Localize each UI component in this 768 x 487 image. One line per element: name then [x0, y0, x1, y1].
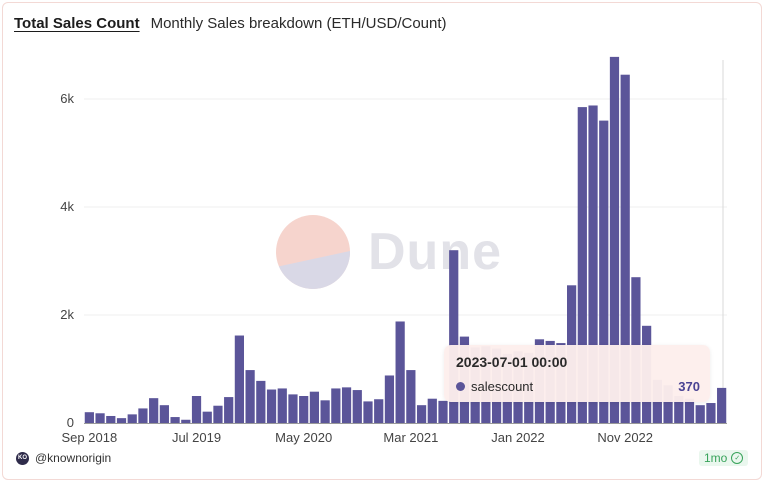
bar — [609, 56, 620, 423]
bar — [277, 388, 287, 423]
bar — [288, 394, 298, 423]
bar — [170, 417, 180, 423]
y-tick-label: 0 — [67, 415, 74, 430]
author-link[interactable]: KO @knownorigin — [16, 451, 111, 465]
bar — [599, 120, 609, 423]
chart-title[interactable]: Total Sales Count — [14, 15, 140, 32]
bar — [663, 385, 673, 423]
x-tick-label: Jul 2019 — [172, 430, 221, 445]
y-tick-label: 4k — [60, 199, 74, 214]
bar — [674, 396, 684, 423]
bar — [406, 370, 416, 423]
chart-tooltip: 2023-07-01 00:00 salescount 370 — [444, 345, 710, 402]
bar — [224, 397, 234, 423]
bar — [363, 401, 373, 423]
bar — [620, 74, 630, 423]
bar — [138, 408, 148, 423]
y-tick-label: 6k — [60, 91, 74, 106]
bar — [384, 375, 395, 423]
bar — [395, 321, 405, 423]
tooltip-date: 2023-07-01 00:00 — [456, 354, 568, 370]
bar — [181, 419, 191, 423]
bar — [438, 400, 448, 423]
bar — [299, 396, 309, 423]
bar — [127, 414, 137, 423]
chart-subtitle: Monthly Sales breakdown (ETH/USD/Count) — [150, 15, 447, 32]
bar — [374, 399, 384, 423]
bar — [191, 396, 202, 423]
x-tick-label: Mar 2021 — [383, 430, 438, 445]
bar — [577, 107, 587, 423]
bar — [427, 398, 437, 423]
bar — [106, 415, 116, 423]
bar — [320, 400, 330, 423]
freshness-badge[interactable]: 1mo ✓ — [699, 450, 749, 466]
bar — [266, 389, 277, 423]
bar — [449, 250, 459, 423]
bar — [416, 405, 427, 423]
bar — [588, 105, 598, 423]
bar — [84, 412, 94, 423]
tooltip-row: salescount 370 — [456, 379, 700, 394]
bar — [717, 387, 727, 423]
bar — [159, 405, 169, 423]
bar — [116, 418, 127, 423]
x-tick-label: Nov 2022 — [597, 430, 653, 445]
bar — [213, 405, 223, 423]
bar — [202, 411, 212, 423]
bar — [256, 380, 266, 423]
bar — [234, 335, 244, 423]
x-tick-label: Sep 2018 — [62, 430, 118, 445]
freshness-text: 1mo — [704, 451, 728, 465]
tooltip-series-name: salescount — [471, 379, 534, 394]
y-tick-label: 2k — [60, 307, 74, 322]
bar — [309, 391, 320, 423]
check-circle-icon: ✓ — [731, 452, 744, 464]
bar — [706, 403, 716, 423]
x-tick-label: May 2020 — [275, 430, 332, 445]
author-name: @knownorigin — [35, 451, 112, 465]
bar — [684, 398, 695, 423]
bar — [352, 390, 362, 423]
bar — [149, 398, 159, 423]
bar — [245, 370, 255, 423]
chart-header: Total Sales Count Monthly Sales breakdow… — [14, 15, 447, 37]
tooltip-value: 370 — [678, 379, 700, 394]
bar — [695, 405, 705, 423]
bar — [331, 388, 341, 423]
series-dot-icon — [456, 382, 465, 391]
x-tick-label: Jan 2022 — [491, 430, 545, 445]
avatar: KO — [16, 451, 29, 465]
bar — [341, 387, 352, 423]
bar — [95, 413, 105, 423]
